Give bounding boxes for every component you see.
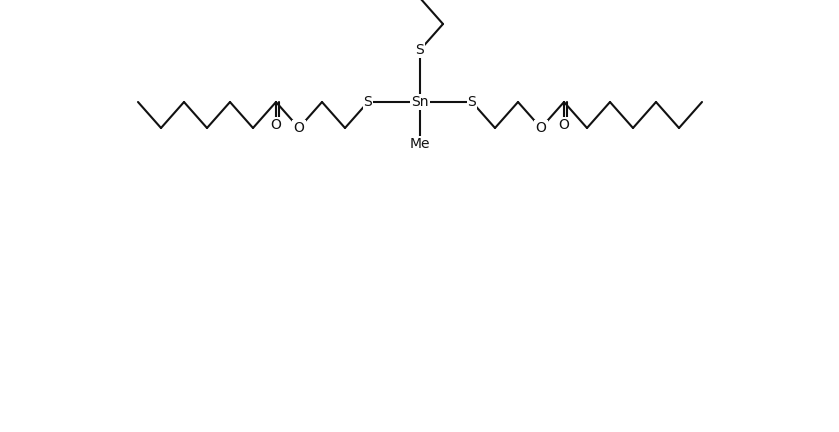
Text: O: O bbox=[294, 121, 305, 135]
Text: O: O bbox=[535, 121, 546, 135]
Text: S: S bbox=[363, 95, 373, 109]
Text: Me: Me bbox=[409, 137, 430, 151]
Text: O: O bbox=[270, 118, 281, 132]
Text: Sn: Sn bbox=[411, 95, 429, 109]
Text: S: S bbox=[467, 95, 477, 109]
Text: S: S bbox=[415, 43, 425, 57]
Text: O: O bbox=[559, 118, 570, 132]
